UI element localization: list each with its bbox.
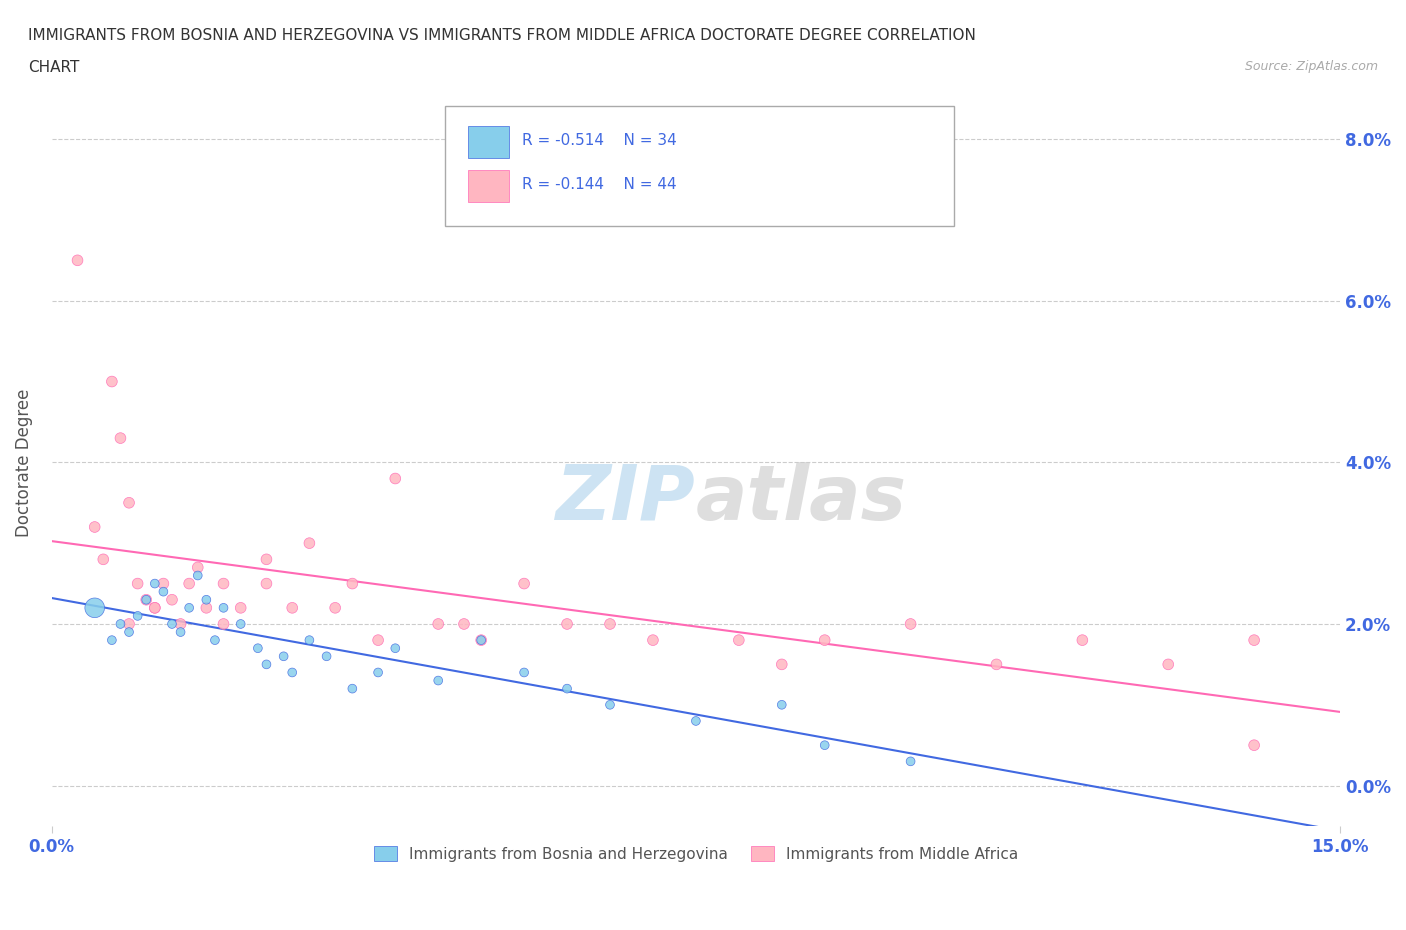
Point [101, 374, 124, 389]
Point [342, 681, 364, 696]
Point [179, 601, 201, 616]
Point [470, 632, 492, 647]
Point [427, 617, 450, 631]
Point [342, 576, 364, 591]
Point [195, 592, 218, 607]
Point [101, 632, 124, 647]
Point [367, 632, 389, 647]
Point [367, 665, 389, 680]
Point [384, 472, 406, 486]
Point [229, 617, 252, 631]
Point [246, 641, 269, 656]
Point [169, 617, 191, 631]
Point [513, 665, 536, 680]
Point [66, 253, 89, 268]
Point [986, 657, 1008, 671]
Point [152, 584, 174, 599]
Legend: Immigrants from Bosnia and Herzegovina, Immigrants from Middle Africa: Immigrants from Bosnia and Herzegovina, … [366, 838, 1026, 870]
Point [195, 601, 218, 616]
Point [152, 576, 174, 591]
FancyBboxPatch shape [444, 106, 953, 226]
Point [212, 576, 235, 591]
Point [281, 665, 304, 680]
Point [256, 576, 278, 591]
Point [212, 601, 235, 616]
Point [83, 520, 105, 535]
Point [1071, 632, 1094, 647]
Point [273, 649, 295, 664]
Point [814, 632, 837, 647]
Point [900, 754, 922, 769]
Point [127, 608, 149, 623]
Point [160, 617, 183, 631]
Point [814, 737, 837, 752]
Text: Source: ZipAtlas.com: Source: ZipAtlas.com [1244, 60, 1378, 73]
Point [323, 601, 346, 616]
Point [179, 576, 201, 591]
Text: IMMIGRANTS FROM BOSNIA AND HERZEGOVINA VS IMMIGRANTS FROM MIDDLE AFRICA DOCTORAT: IMMIGRANTS FROM BOSNIA AND HERZEGOVINA V… [28, 28, 976, 43]
Text: R = -0.514    N = 34: R = -0.514 N = 34 [522, 133, 676, 149]
Point [1243, 737, 1265, 752]
Point [555, 681, 578, 696]
Point [770, 698, 793, 712]
Point [685, 713, 707, 728]
Point [256, 657, 278, 671]
Y-axis label: Doctorate Degree: Doctorate Degree [15, 388, 32, 537]
Point [143, 601, 166, 616]
Point [83, 601, 105, 616]
Point [1157, 657, 1180, 671]
Point [187, 560, 209, 575]
FancyBboxPatch shape [468, 126, 509, 158]
Point [118, 625, 141, 640]
Point [281, 601, 304, 616]
Point [513, 576, 536, 591]
Point [453, 617, 475, 631]
Point [641, 632, 664, 647]
Point [599, 698, 621, 712]
Point [187, 568, 209, 583]
Point [110, 431, 132, 445]
Point [143, 601, 166, 616]
Point [160, 592, 183, 607]
Point [256, 551, 278, 566]
Point [135, 592, 157, 607]
Point [127, 576, 149, 591]
Point [427, 673, 450, 688]
Point [118, 617, 141, 631]
Point [298, 632, 321, 647]
Text: CHART: CHART [28, 60, 80, 75]
Point [1243, 632, 1265, 647]
Point [900, 617, 922, 631]
Point [110, 617, 132, 631]
Point [599, 617, 621, 631]
Text: ZIP: ZIP [557, 461, 696, 536]
Text: R = -0.144    N = 44: R = -0.144 N = 44 [522, 177, 676, 192]
Point [727, 632, 749, 647]
Point [204, 632, 226, 647]
Point [212, 617, 235, 631]
Point [470, 632, 492, 647]
Point [315, 649, 337, 664]
Text: atlas: atlas [696, 461, 907, 536]
Point [298, 536, 321, 551]
Point [118, 496, 141, 511]
Point [169, 625, 191, 640]
Point [135, 592, 157, 607]
FancyBboxPatch shape [468, 170, 509, 202]
Point [384, 641, 406, 656]
Point [229, 601, 252, 616]
Point [91, 551, 114, 566]
Point [555, 617, 578, 631]
Point [770, 657, 793, 671]
Point [143, 576, 166, 591]
